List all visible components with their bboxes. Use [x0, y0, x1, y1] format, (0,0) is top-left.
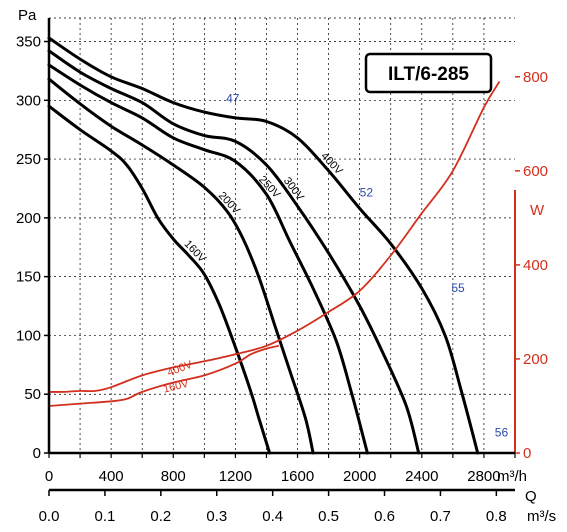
right-tick-label: 200 [523, 351, 548, 368]
x-tick-label-m3h: 0 [45, 468, 53, 485]
right-tick-label: 600 [523, 163, 548, 180]
curve-annotation: 56 [495, 426, 509, 440]
left-tick-label: 50 [24, 386, 41, 403]
right-tick-label: 0 [523, 445, 531, 462]
x-tick-label-m3h: 800 [161, 468, 186, 485]
x-tick-label-m3s: 0.5 [318, 508, 339, 525]
pressure-curve-300V [47, 49, 421, 455]
x-tick-label-m3s: 0.0 [39, 508, 60, 525]
x-tick-label-m3s: 0.7 [430, 508, 451, 525]
x-tick-label-m3h: 1200 [219, 468, 252, 485]
model-title: ILT/6-285 [388, 64, 469, 85]
x-tick-label-m3s: 0.2 [150, 508, 171, 525]
pressure-curve-200V [47, 77, 315, 455]
pressure-curve-160V [47, 104, 272, 455]
left-tick-label: 300 [16, 92, 41, 109]
curve-annotation: 47 [226, 92, 240, 106]
curve-annotation: 52 [360, 186, 374, 200]
right-axis-unit: W [530, 202, 545, 219]
x-tick-label-m3h: 2400 [405, 468, 438, 485]
curve-annotation: 55 [451, 281, 465, 295]
x-tick-label-m3s: 0.1 [94, 508, 115, 525]
model-title-box [364, 52, 493, 94]
right-tick-label: 800 [523, 69, 548, 86]
x-tick-label-m3h: 1600 [281, 468, 314, 485]
x-tick-label-m3h: 2000 [343, 468, 376, 485]
pressure-curve-250V [47, 63, 369, 455]
left-tick-label: 100 [16, 327, 41, 344]
x-tick-label-m3s: 0.4 [262, 508, 283, 525]
left-tick-label: 350 [16, 34, 41, 51]
pressure-curve-400V [47, 36, 480, 455]
power-curve-160V [48, 344, 280, 407]
curve-layer [47, 36, 501, 455]
left-axis-unit: Pa [18, 7, 37, 24]
x-tick-label-m3h: 2800 [467, 468, 500, 485]
right-tick-label: 400 [523, 257, 548, 274]
axes-layer: 0 50 100 150 200 250 300 350 Pa 0 200 400 600 800 W 0 40… [16, 7, 556, 525]
x-tick-label-m3s: 0.8 [486, 508, 507, 525]
x-axis-label: Q [525, 488, 537, 505]
power-curve-400V [48, 81, 501, 393]
x-unit-primary: m³/h [497, 468, 527, 485]
x-unit-secondary: m³/s [527, 508, 556, 525]
left-tick-label: 150 [16, 269, 41, 286]
left-tick-label: 250 [16, 151, 41, 168]
x-tick-label-m3h: 400 [99, 468, 124, 485]
left-tick-label: 200 [16, 210, 41, 227]
x-tick-label-m3s: 0.6 [374, 508, 395, 525]
x-tick-label-m3s: 0.3 [206, 508, 227, 525]
left-tick-label: 0 [33, 445, 41, 462]
